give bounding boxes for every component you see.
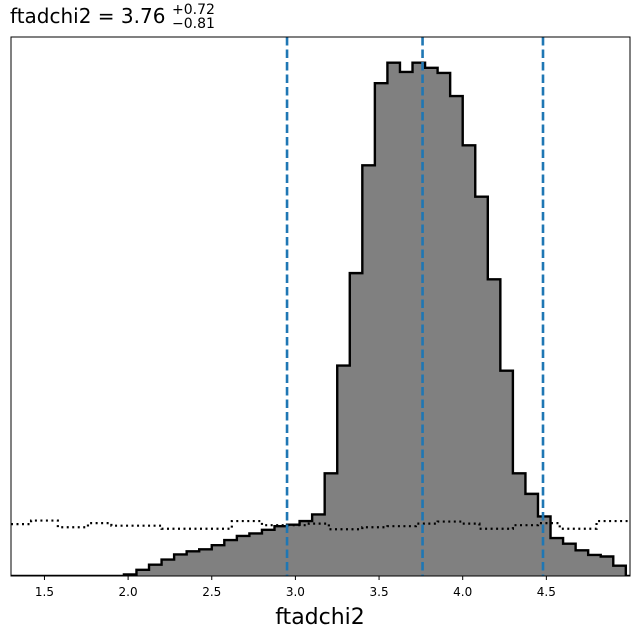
histogram-bar	[299, 521, 313, 576]
x-tick-label: 4.0	[453, 585, 472, 599]
histogram-bar	[425, 67, 439, 576]
x-tick-label: 2.0	[119, 585, 138, 599]
x-tick-label: 1.5	[35, 585, 54, 599]
histogram-bar	[374, 83, 388, 576]
histogram-bar	[500, 370, 514, 576]
histogram-bar	[387, 62, 401, 576]
histogram-bar	[249, 533, 263, 576]
histogram-bar	[613, 565, 627, 576]
histogram-bar	[287, 524, 300, 576]
histogram-bar	[525, 493, 539, 576]
chart-title: ftadchi2 = 3.76 +0.72 −0.81	[10, 2, 215, 32]
histogram-bar	[563, 543, 577, 576]
histogram-bar	[337, 365, 351, 576]
histogram-bar	[174, 554, 188, 576]
histogram-bar	[324, 473, 338, 576]
histogram-bar	[261, 529, 275, 576]
histogram-bar	[211, 545, 225, 576]
histogram-bar	[450, 96, 464, 576]
title-parameter: ftadchi2	[10, 4, 91, 28]
histogram-bar	[399, 71, 413, 576]
title-equals: =	[91, 4, 120, 28]
x-tick-label: 4.5	[537, 585, 556, 599]
histogram-bar	[236, 535, 250, 576]
histogram-bar	[199, 549, 213, 576]
histogram-bar	[186, 551, 200, 576]
histogram-bar	[537, 516, 551, 576]
histogram-bar	[349, 273, 363, 576]
x-axis-ticks: 1.5 2.0 2.5 3.0 3.5 4.0 4.5	[35, 576, 556, 599]
x-tick-label: 2.5	[202, 585, 221, 599]
histogram-bar	[149, 564, 162, 576]
title-minus-error: −0.81	[172, 16, 215, 32]
prior-distribution-line	[11, 519, 630, 531]
histogram-bar	[462, 145, 476, 576]
posterior-histogram	[11, 61, 630, 576]
histogram-bar	[161, 559, 175, 576]
histogram-bar	[224, 540, 238, 576]
x-axis-label: ftadchi2	[275, 605, 365, 630]
histogram-bar	[362, 165, 376, 576]
title-value: 3.76	[121, 4, 166, 28]
histogram-bar	[487, 279, 501, 576]
x-tick-label: 3.5	[370, 585, 389, 599]
histogram-bar	[274, 526, 288, 576]
histogram-bar	[136, 569, 150, 576]
histogram-bar	[312, 514, 326, 576]
histogram-bar	[475, 196, 489, 576]
histogram-bar	[588, 554, 602, 576]
x-tick-label: 3.0	[286, 585, 305, 599]
histogram-bar	[437, 72, 451, 576]
title-plus-error: +0.72	[172, 2, 215, 18]
posterior-outline	[11, 61, 630, 576]
svg-text:ftadchi2 = 3.76: ftadchi2 = 3.76	[10, 4, 165, 28]
histogram-bar	[550, 538, 564, 576]
histogram-bar	[512, 473, 526, 576]
plot-area	[10, 36, 631, 577]
histogram-bar	[600, 556, 614, 576]
plot-frame	[10, 36, 631, 577]
histogram-bar	[575, 550, 589, 576]
